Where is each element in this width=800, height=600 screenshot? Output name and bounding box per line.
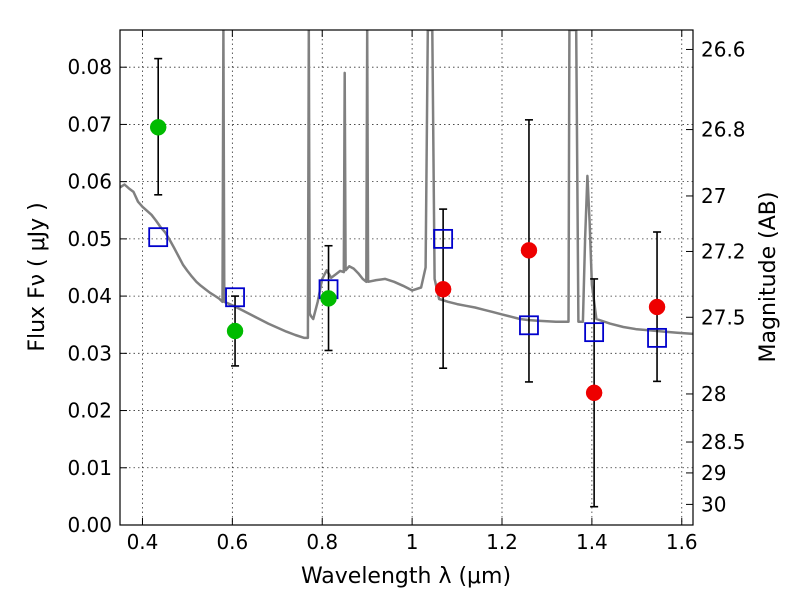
y2-tick-label: 26.8 bbox=[701, 118, 746, 142]
y-tick-label: 0.00 bbox=[67, 513, 112, 537]
y2-axis-ticks: 26.6 26.8 27 27.2 27.5 28 28.5 29 30 bbox=[686, 37, 746, 516]
y-tick-label: 0.05 bbox=[67, 227, 112, 251]
y2-tick-label: 28 bbox=[701, 382, 726, 406]
y-tick-label: 0.06 bbox=[67, 170, 112, 194]
x-axis-ticks: 0.4 0.6 0.8 1 1.2 1.4 1.6 bbox=[127, 30, 698, 554]
observed-point bbox=[226, 322, 244, 340]
observed-point bbox=[520, 242, 538, 259]
observed-point bbox=[149, 119, 167, 136]
y-tick-label: 0.07 bbox=[67, 112, 112, 136]
x-tick-label: 0.6 bbox=[216, 530, 248, 554]
sed-curve-layer bbox=[120, 30, 693, 340]
y2-tick-label: 29 bbox=[701, 461, 726, 485]
y2-tick-label: 27.2 bbox=[701, 239, 746, 263]
y2-tick-label: 28.5 bbox=[701, 430, 746, 454]
x-tick-label: 1.2 bbox=[486, 530, 518, 554]
observed-points-layer bbox=[149, 119, 666, 402]
x-tick-label: 1 bbox=[406, 530, 419, 554]
model-point bbox=[584, 322, 605, 343]
model-point bbox=[225, 287, 245, 308]
y-tick-label: 0.02 bbox=[67, 399, 112, 423]
y2-tick-label: 27.5 bbox=[701, 305, 746, 329]
model-point bbox=[519, 315, 539, 336]
y-tick-label: 0.03 bbox=[67, 341, 112, 365]
y-tick-label: 0.01 bbox=[67, 456, 112, 480]
observed-point bbox=[434, 280, 452, 298]
y2-tick-label: 30 bbox=[701, 492, 726, 516]
observed-point bbox=[585, 384, 603, 402]
model-point bbox=[433, 228, 454, 249]
y-tick-label: 0.04 bbox=[67, 284, 112, 308]
y-tick-label: 0.08 bbox=[67, 55, 112, 79]
model-point bbox=[148, 227, 169, 248]
x-tick-label: 1.4 bbox=[576, 530, 608, 554]
sed-curve bbox=[120, 30, 693, 340]
y-axis-label: Flux Fν ( μJy ) bbox=[25, 202, 50, 351]
y-axis-ticks: 0.00 0.01 0.02 0.03 0.04 0.05 0.06 0.07 0.08 bbox=[67, 55, 127, 537]
observed-point bbox=[320, 290, 337, 307]
model-point bbox=[647, 327, 667, 348]
y2-tick-label: 27 bbox=[701, 184, 726, 208]
plot-frame bbox=[119, 29, 694, 526]
x-tick-label: 1.6 bbox=[666, 530, 698, 554]
x-tick-label: 0.8 bbox=[306, 530, 338, 554]
y2-tick-label: 26.6 bbox=[701, 37, 746, 61]
observed-point bbox=[648, 298, 666, 316]
y2-axis-label: Magnitude (AB) bbox=[756, 192, 781, 363]
x-axis-label: Wavelength λ (μm) bbox=[301, 564, 511, 589]
x-tick-label: 0.4 bbox=[127, 530, 159, 554]
grid-lines bbox=[120, 30, 693, 526]
